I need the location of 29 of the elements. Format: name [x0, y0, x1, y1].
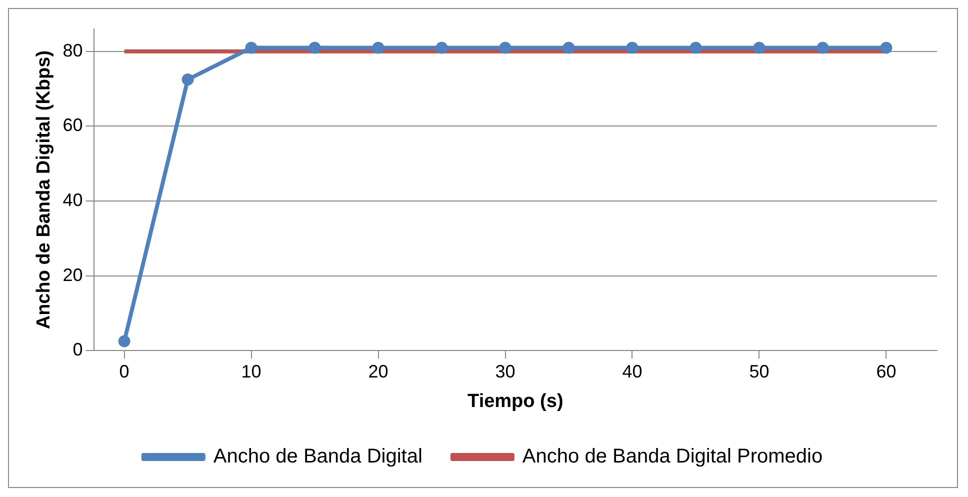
- point: [436, 42, 448, 54]
- x-tick-label: 10: [241, 361, 262, 382]
- point: [753, 42, 766, 54]
- legend-label: Ancho de Banda Digital: [213, 446, 422, 468]
- x-tick-label: 40: [622, 361, 642, 382]
- point: [690, 42, 702, 54]
- point: [245, 42, 258, 54]
- point: [499, 42, 512, 54]
- y-tick-label: 40: [62, 190, 83, 210]
- y-tick-label: 20: [62, 264, 83, 285]
- x-tick-label: 30: [495, 361, 516, 382]
- point: [816, 42, 829, 54]
- y-tick-label: 80: [62, 40, 83, 60]
- x-tick-label: 0: [119, 361, 130, 382]
- x-axis-title: Tiempo (s): [468, 390, 564, 412]
- point: [182, 73, 194, 86]
- point: [626, 42, 638, 54]
- y-tick-label: 0: [72, 340, 83, 360]
- legend-label: Ancho de Banda Digital Promedio: [522, 446, 823, 468]
- point: [118, 335, 130, 348]
- point: [562, 42, 575, 54]
- y-axis-title: Ancho de Banda Digital (Kbps): [34, 50, 55, 330]
- x-tick-label: 20: [368, 361, 388, 382]
- y-tick-label: 60: [62, 115, 83, 136]
- x-tick-label: 50: [749, 361, 770, 382]
- point: [372, 42, 384, 54]
- point: [308, 42, 321, 54]
- point: [880, 42, 892, 54]
- x-tick-label: 60: [876, 361, 896, 382]
